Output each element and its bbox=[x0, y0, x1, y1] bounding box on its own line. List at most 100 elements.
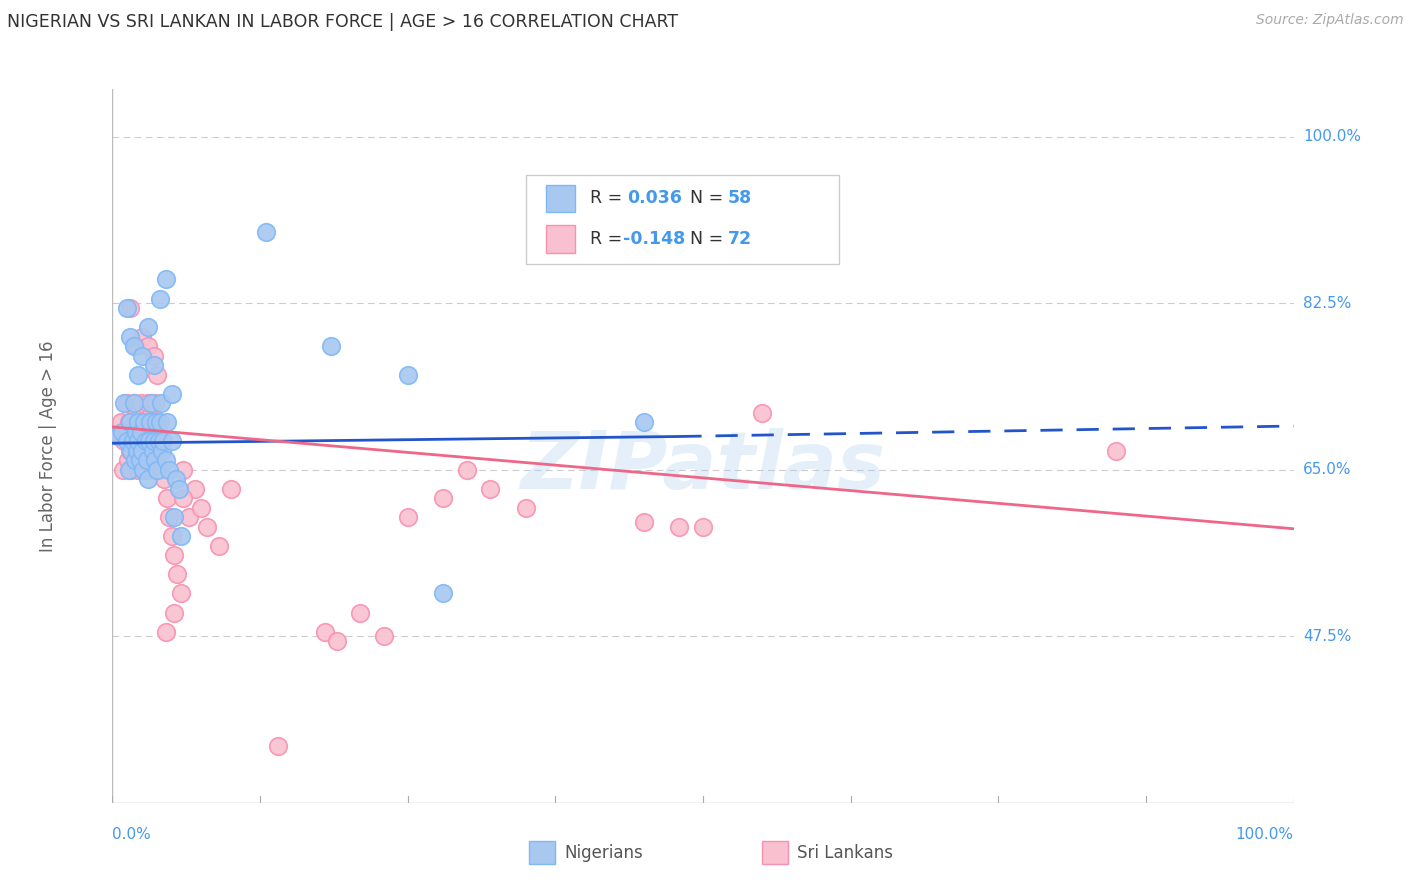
Point bbox=[115, 396, 138, 410]
Point bbox=[115, 301, 138, 315]
Point bbox=[145, 453, 167, 467]
Point bbox=[139, 415, 162, 429]
Point bbox=[122, 396, 145, 410]
Point bbox=[156, 491, 179, 506]
Text: R =: R = bbox=[589, 230, 627, 248]
Point bbox=[432, 491, 454, 506]
Point bbox=[131, 329, 153, 343]
Point bbox=[267, 739, 290, 753]
Point bbox=[129, 425, 152, 439]
Point bbox=[156, 415, 179, 429]
Point bbox=[165, 472, 187, 486]
Point bbox=[112, 463, 135, 477]
Point bbox=[195, 520, 218, 534]
Point bbox=[124, 453, 146, 467]
Point bbox=[396, 368, 419, 382]
Point bbox=[155, 624, 177, 639]
Point bbox=[145, 415, 167, 429]
Point bbox=[112, 396, 135, 410]
Point bbox=[146, 415, 169, 429]
Text: 72: 72 bbox=[728, 230, 752, 248]
Point bbox=[163, 606, 186, 620]
FancyBboxPatch shape bbox=[526, 175, 839, 264]
Point bbox=[120, 329, 142, 343]
Point bbox=[155, 453, 177, 467]
Text: 65.0%: 65.0% bbox=[1303, 462, 1351, 477]
Point bbox=[633, 415, 655, 429]
Point bbox=[118, 415, 141, 429]
Text: 0.036: 0.036 bbox=[627, 189, 682, 207]
Point bbox=[160, 529, 183, 543]
Point bbox=[136, 320, 159, 334]
Point bbox=[153, 472, 176, 486]
Point bbox=[125, 339, 148, 353]
Point bbox=[127, 434, 149, 449]
Point bbox=[319, 339, 342, 353]
Text: 82.5%: 82.5% bbox=[1303, 296, 1351, 310]
Text: 58: 58 bbox=[728, 189, 752, 207]
Text: Source: ZipAtlas.com: Source: ZipAtlas.com bbox=[1256, 13, 1403, 28]
Point bbox=[150, 434, 173, 449]
Point bbox=[125, 415, 148, 429]
Point bbox=[136, 472, 159, 486]
Bar bbox=[530, 841, 555, 864]
Point bbox=[121, 434, 143, 449]
Bar bbox=[546, 226, 575, 252]
Point bbox=[139, 415, 162, 429]
Point bbox=[208, 539, 231, 553]
Point bbox=[135, 463, 157, 477]
Point bbox=[157, 463, 180, 477]
Point bbox=[122, 339, 145, 353]
Text: 47.5%: 47.5% bbox=[1303, 629, 1351, 644]
Text: 100.0%: 100.0% bbox=[1303, 129, 1361, 145]
Bar bbox=[546, 185, 575, 212]
Point bbox=[135, 434, 157, 449]
Point bbox=[456, 463, 478, 477]
Point bbox=[135, 453, 157, 467]
Point bbox=[1105, 443, 1128, 458]
Point bbox=[142, 434, 165, 449]
Point bbox=[120, 415, 142, 429]
Point bbox=[170, 529, 193, 543]
Point bbox=[633, 515, 655, 529]
Point bbox=[111, 425, 134, 439]
Point bbox=[149, 415, 172, 429]
Point bbox=[128, 453, 150, 467]
Text: 100.0%: 100.0% bbox=[1236, 827, 1294, 841]
Text: N =: N = bbox=[690, 189, 728, 207]
Point bbox=[373, 629, 395, 643]
Point bbox=[136, 339, 159, 353]
Point bbox=[143, 396, 166, 410]
Point bbox=[219, 482, 242, 496]
Point bbox=[157, 510, 180, 524]
Point bbox=[149, 396, 172, 410]
Point bbox=[120, 443, 142, 458]
Text: Sri Lankans: Sri Lankans bbox=[797, 844, 893, 862]
Text: NIGERIAN VS SRI LANKAN IN LABOR FORCE | AGE > 16 CORRELATION CHART: NIGERIAN VS SRI LANKAN IN LABOR FORCE | … bbox=[7, 13, 678, 31]
Point bbox=[132, 463, 155, 477]
Point bbox=[127, 368, 149, 382]
Point bbox=[127, 443, 149, 458]
Point bbox=[146, 463, 169, 477]
Text: N =: N = bbox=[690, 230, 728, 248]
Point bbox=[134, 443, 156, 458]
Point bbox=[134, 415, 156, 429]
Point bbox=[138, 453, 160, 467]
Point bbox=[326, 634, 349, 648]
Point bbox=[163, 510, 186, 524]
Point bbox=[129, 396, 152, 410]
Point bbox=[751, 406, 773, 420]
Point bbox=[160, 434, 183, 449]
Point bbox=[167, 482, 190, 496]
Point bbox=[142, 434, 165, 449]
Point bbox=[127, 434, 149, 449]
Point bbox=[120, 301, 142, 315]
Point bbox=[131, 349, 153, 363]
Point bbox=[692, 520, 714, 534]
Point bbox=[125, 425, 148, 439]
Point bbox=[396, 510, 419, 524]
Point bbox=[152, 434, 174, 449]
Point bbox=[138, 434, 160, 449]
Point bbox=[136, 396, 159, 410]
Point bbox=[141, 396, 163, 410]
